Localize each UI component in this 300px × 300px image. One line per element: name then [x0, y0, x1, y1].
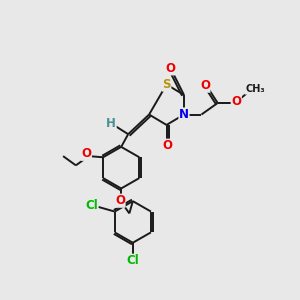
Text: CH₃: CH₃	[245, 84, 265, 94]
Text: O: O	[115, 194, 125, 207]
Text: O: O	[200, 79, 210, 92]
Text: Cl: Cl	[85, 199, 98, 212]
Text: Cl: Cl	[127, 254, 139, 267]
Text: S: S	[162, 78, 171, 91]
Text: O: O	[81, 147, 91, 160]
Text: H: H	[106, 117, 116, 130]
Text: N: N	[179, 108, 189, 121]
Text: O: O	[231, 95, 241, 108]
Text: O: O	[165, 62, 175, 75]
Text: O: O	[163, 139, 173, 152]
